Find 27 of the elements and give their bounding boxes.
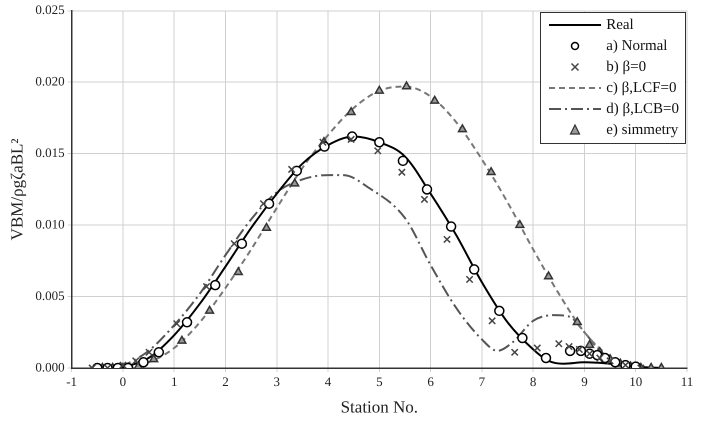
x-tick-label: 4 xyxy=(324,374,332,390)
x-tick-label: 10 xyxy=(629,374,642,390)
x-tick-label: 5 xyxy=(376,374,383,390)
x-tick-label: 2 xyxy=(222,374,229,390)
x-tick-label: 9 xyxy=(581,374,588,390)
x-tick-label: -1 xyxy=(66,374,78,390)
x-tick-label: 6 xyxy=(427,374,434,390)
x-tick-label: 11 xyxy=(680,374,694,390)
x-tick-label: 8 xyxy=(530,374,536,390)
legend-label: c) β,LCF=0 xyxy=(606,80,676,97)
y-tick-label: 0.010 xyxy=(35,216,65,232)
y-tick-label: 0.015 xyxy=(35,145,65,160)
y-axis-title: VBM/ρgζaBL² xyxy=(8,138,27,240)
y-tick-label: 0.005 xyxy=(35,288,65,303)
legend-label: b) β=0 xyxy=(606,58,646,76)
x-axis-title: Station No. xyxy=(340,397,418,416)
y-tick-label: 0.025 xyxy=(35,2,65,18)
x-tick-label: 0 xyxy=(120,374,126,390)
y-tick-label: 0.020 xyxy=(35,74,65,89)
x-tick-label: 7 xyxy=(478,374,486,390)
y-tick-label: 0.000 xyxy=(35,359,65,374)
legend-label: d) β,LCB=0 xyxy=(606,100,679,118)
legend-label: Real xyxy=(606,16,634,34)
x-tick-label: 1 xyxy=(170,374,178,390)
legend-label: a) Normal xyxy=(606,38,668,55)
legend-label: e) simmetry xyxy=(606,122,678,139)
x-tick-label: 3 xyxy=(274,374,280,390)
